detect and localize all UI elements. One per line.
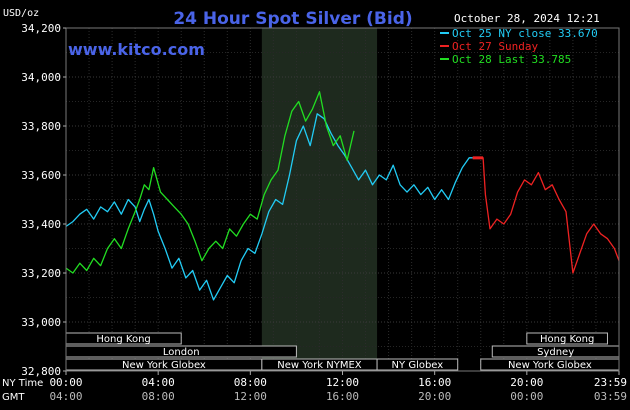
session-label: New York NYMEX [277,360,362,371]
y-tick-label: 34,000 [21,71,61,84]
trading-sessions: Hong Kong London New York Globex New York N… [65,332,620,371]
session-box [376,358,459,371]
series-line [65,91,355,274]
session-label: Hong Kong [540,334,594,345]
legend-entry: Oct 25 NY close 33.670 [452,27,598,40]
x-tick-label: 00:00 [510,390,543,403]
legend-entry: Oct 27 Sunday [452,40,538,53]
price-series [65,91,620,301]
x-tick-label: 12:00 [234,390,267,403]
x-tick-label: 16:00 [418,376,451,389]
session-label: Sydney [537,347,574,358]
y-tick-label: 33,000 [21,316,61,329]
x-tick-label: 16:00 [326,390,359,403]
x-tick-label: 23:59 [594,376,627,389]
x-tick-label: 04:00 [49,390,82,403]
y-tick-label: 33,600 [21,169,61,182]
x-tick-label: 08:00 [234,376,267,389]
session-label: New York Globex [508,360,592,371]
x-axis-row-label: NY Time [2,378,43,389]
y-tick-label: 33,400 [21,218,61,231]
session-box [526,332,608,345]
x-tick-label: 20:00 [418,390,451,403]
session-label: New York Globex [122,360,206,371]
watermark-url: www.kitco.com [68,40,205,59]
y-axis-label: USD/oz [3,8,39,19]
chart-timestamp: October 28, 2024 12:21 [454,12,600,25]
session-label: London [163,347,200,358]
x-tick-label: 12:00 [326,376,359,389]
chart-title: 24 Hour Spot Silver (Bid) [173,9,412,29]
series-line [472,157,620,274]
session-label: Hong Kong [96,334,150,345]
x-tick-label: 20:00 [510,376,543,389]
gridlines [65,27,620,372]
y-tick-label: 33,200 [21,267,61,280]
axes: 34,200 34,000 33,800 33,600 33,400 33,200 33,0… [2,22,627,403]
x-tick-label: 08:00 [142,390,175,403]
y-tick-label: 32,800 [21,365,61,378]
legend-entry: Oct 28 Last 33.785 [452,53,571,66]
y-tick-label: 33,800 [21,120,61,133]
x-axis-row-label: GMT [2,392,25,403]
y-tick-label: 34,200 [21,22,61,35]
x-tick-label: 00:00 [49,376,82,389]
x-tick-label: 03:59 [594,390,627,403]
session-label: NY Globex [392,360,444,371]
x-tick-label: 04:00 [142,376,175,389]
